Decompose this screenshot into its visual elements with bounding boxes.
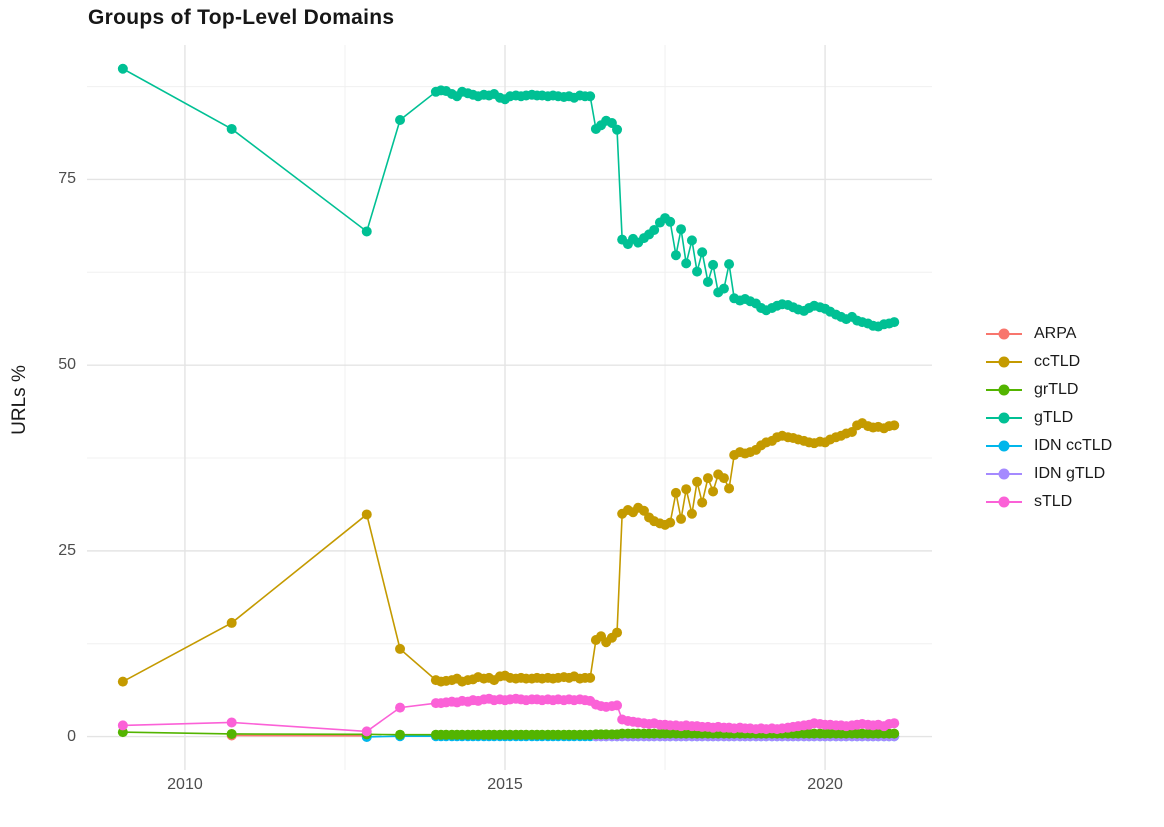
data-point — [697, 497, 708, 508]
legend-key-icon — [986, 468, 1022, 480]
data-point — [117, 676, 128, 687]
data-point — [395, 729, 406, 740]
data-point — [692, 476, 703, 487]
data-point — [718, 473, 729, 484]
data-point — [676, 513, 687, 524]
data-point — [889, 420, 900, 431]
data-point — [702, 473, 713, 484]
legend-label: IDN gTLD — [1034, 465, 1106, 482]
y-tick-label: 0 — [67, 727, 76, 745]
data-point — [117, 720, 128, 731]
data-point — [395, 643, 406, 654]
series-line — [122, 68, 895, 328]
legend-key-icon — [986, 412, 1022, 424]
data-point — [585, 672, 596, 683]
chart-title: Groups of Top-Level Domains — [88, 6, 395, 29]
series-arpa — [226, 730, 372, 741]
x-tick-label: 2015 — [487, 776, 523, 793]
series-gtld — [117, 63, 900, 332]
legend-key-point — [998, 384, 1010, 396]
legend-item-idn-gtld: IDN gTLD — [984, 460, 1112, 488]
legend-key-point — [998, 468, 1010, 480]
legend-item-gtld: gTLD — [984, 404, 1112, 432]
data-point — [708, 259, 719, 270]
data-point — [889, 728, 900, 739]
legend-item-arpa: ARPA — [984, 320, 1112, 348]
legend: ARPA ccTLD grTLD gTLD IDN ccTLD IDN gTLD sTLD — [984, 320, 1112, 516]
x-tick-label: 2020 — [807, 776, 843, 793]
legend-label: sTLD — [1034, 493, 1073, 510]
data-point — [395, 115, 406, 126]
data-point — [724, 259, 735, 270]
data-point — [226, 728, 237, 739]
data-point — [718, 283, 729, 294]
data-point — [226, 717, 237, 728]
data-point — [676, 224, 687, 235]
y-tick-label: 50 — [58, 356, 76, 374]
data-point — [697, 247, 708, 258]
legend-key-icon — [986, 384, 1022, 396]
y-tick-label: 25 — [58, 541, 76, 559]
gridlines — [87, 45, 932, 770]
series-cctld — [117, 418, 900, 687]
data-point — [670, 250, 681, 261]
data-point — [889, 317, 900, 328]
legend-key-point — [998, 356, 1010, 368]
legend-item-stld: sTLD — [984, 488, 1112, 516]
data-point — [686, 508, 697, 519]
series-line — [122, 422, 895, 683]
data-point — [117, 63, 128, 74]
legend-label: grTLD — [1034, 381, 1079, 398]
data-point — [612, 627, 623, 638]
data-point — [681, 484, 692, 495]
x-tick-label: 2010 — [167, 776, 203, 793]
data-point — [665, 517, 676, 528]
legend-key-icon — [986, 496, 1022, 508]
y-axis-title: URLs % — [9, 365, 30, 435]
legend-key-point — [998, 412, 1010, 424]
data-point — [649, 224, 660, 235]
data-point — [395, 702, 406, 713]
data-point — [686, 235, 697, 246]
data-point — [585, 91, 596, 102]
legend-label: gTLD — [1034, 409, 1074, 426]
data-point — [226, 123, 237, 134]
data-point — [889, 718, 900, 729]
data-point — [665, 216, 676, 227]
data-point — [681, 258, 692, 269]
legend-key-point — [998, 440, 1010, 452]
data-point — [361, 509, 372, 520]
legend-key-icon — [986, 440, 1022, 452]
legend-label: ARPA — [1034, 325, 1077, 342]
data-point — [226, 617, 237, 628]
legend-key-icon — [986, 328, 1022, 340]
legend-key-icon — [986, 356, 1022, 368]
legend-label: IDN ccTLD — [1034, 437, 1113, 454]
data-point — [612, 124, 623, 135]
legend-label: ccTLD — [1034, 353, 1081, 370]
data-point — [708, 486, 719, 497]
legend-key-point — [998, 496, 1010, 508]
series-stld — [117, 693, 900, 737]
data-point — [692, 266, 703, 277]
data-point — [702, 276, 713, 287]
y-tick-label: 75 — [58, 170, 76, 188]
legend-item-cctld: ccTLD — [984, 348, 1112, 376]
legend-item-grtld: grTLD — [984, 376, 1112, 404]
data-point — [361, 226, 372, 237]
legend-item-idn-cctld: IDN ccTLD — [984, 432, 1112, 460]
data-point — [361, 726, 372, 737]
legend-key-point — [998, 328, 1010, 340]
data-point — [612, 700, 623, 711]
data-point — [724, 483, 735, 494]
data-point — [670, 487, 681, 498]
